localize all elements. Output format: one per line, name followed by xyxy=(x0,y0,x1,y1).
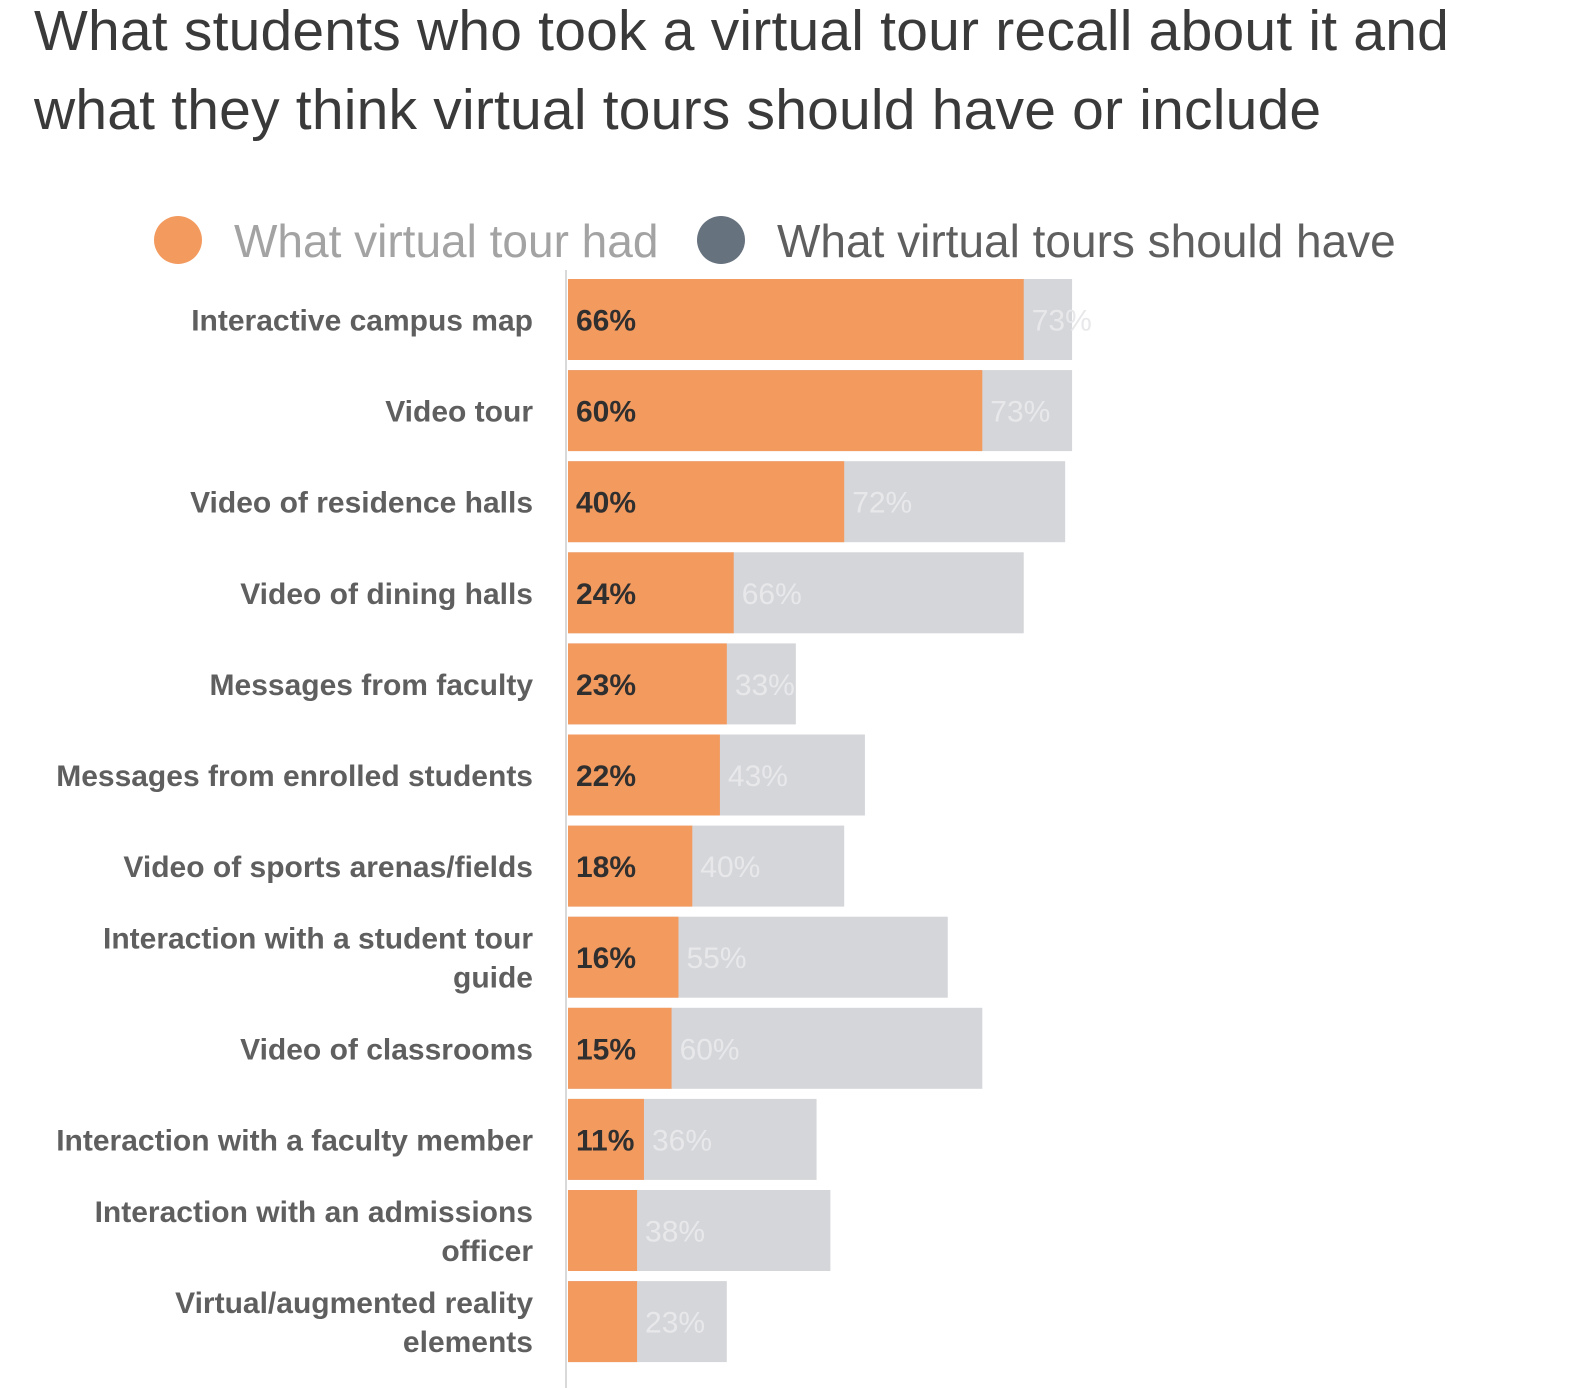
legend-had-swatch xyxy=(154,216,202,264)
category-label: Video of sports arenas/fields xyxy=(123,851,533,884)
should-value-label: 66% xyxy=(742,578,802,611)
had-value-label: 40% xyxy=(576,487,636,520)
had-value-label: 11% xyxy=(576,1124,634,1157)
bar-had xyxy=(568,1281,638,1363)
category-label: Virtual/augmented reality elements xyxy=(175,1287,533,1359)
bar-had xyxy=(568,1098,644,1180)
legend-should-swatch xyxy=(697,216,745,264)
had-value-label: 22% xyxy=(576,760,636,793)
category-label: Video of classrooms xyxy=(240,1033,533,1066)
category-label: Video of residence halls xyxy=(190,487,533,520)
should-value-label: 40% xyxy=(700,851,760,884)
category-label: Video tour xyxy=(385,396,533,429)
should-value-label: 38% xyxy=(645,1216,705,1249)
category-label: Video of dining halls xyxy=(240,578,533,611)
bar-had xyxy=(568,461,845,543)
should-value-label: 73% xyxy=(990,396,1050,429)
should-value-label: 33% xyxy=(735,669,795,702)
category-label: Interaction with an admissions officer xyxy=(95,1196,534,1268)
had-value-label: 15% xyxy=(576,1033,636,1066)
had-value-label: 23% xyxy=(576,669,636,702)
category-label: Messages from faculty xyxy=(210,669,534,702)
should-value-label: 73% xyxy=(1032,305,1092,338)
had-value-label: 60% xyxy=(576,396,636,429)
should-value-label: 36% xyxy=(652,1124,712,1157)
should-value-label: 43% xyxy=(728,760,788,793)
bar-had xyxy=(568,370,983,452)
category-label: Interaction with a student tour guide xyxy=(103,923,533,995)
bar-had xyxy=(568,643,727,725)
legend: What virtual tour had What virtual tours… xyxy=(154,215,1396,267)
should-value-label: 60% xyxy=(680,1033,740,1066)
bar-had xyxy=(568,279,1024,360)
legend-should-label: What virtual tours should have xyxy=(777,215,1396,267)
category-labels: Interactive campus map Video tour Video of… xyxy=(56,305,533,1360)
bar-had xyxy=(568,825,693,907)
had-value-label: 16% xyxy=(576,942,636,975)
bar-had xyxy=(568,734,720,816)
should-value-label: 55% xyxy=(686,942,746,975)
had-value-label: 24% xyxy=(576,578,636,611)
had-value-label: 18% xyxy=(576,851,636,884)
should-value-label: 23% xyxy=(645,1307,705,1340)
bar-had xyxy=(568,916,679,998)
category-label: Messages from enrolled students xyxy=(56,760,533,793)
should-value-label: 72% xyxy=(852,487,912,520)
bars: 66% 73% 60% 73% 40% 72% 24% 66% 23% 33% 22% 43% 18% 4… xyxy=(568,279,1092,1363)
bar-had xyxy=(568,1190,638,1271)
legend-had-label: What virtual tour had xyxy=(234,215,658,267)
category-label: Interaction with a faculty member xyxy=(56,1124,533,1157)
bar-had xyxy=(568,552,734,634)
chart-title: What students who took a virtual tour re… xyxy=(34,0,1449,142)
had-value-label: 66% xyxy=(576,305,636,338)
bar-had xyxy=(568,1007,672,1089)
category-label: Interactive campus map xyxy=(191,305,533,338)
